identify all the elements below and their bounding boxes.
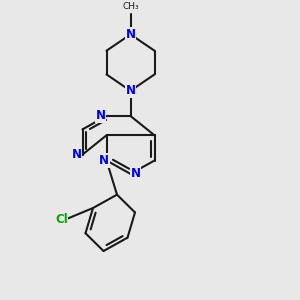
Text: CH₃: CH₃ bbox=[122, 2, 139, 10]
Text: Cl: Cl bbox=[55, 213, 68, 226]
Text: N: N bbox=[125, 84, 136, 97]
Text: N: N bbox=[131, 167, 141, 180]
Text: N: N bbox=[71, 148, 82, 161]
Text: N: N bbox=[99, 154, 109, 167]
Text: N: N bbox=[95, 110, 106, 122]
Text: N: N bbox=[125, 28, 136, 41]
